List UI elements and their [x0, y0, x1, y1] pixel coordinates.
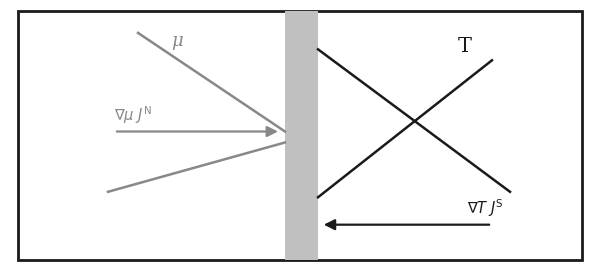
Text: $\nabla\mu\ \mathit{J}^{\mathrm{N}}$: $\nabla\mu\ \mathit{J}^{\mathrm{N}}$: [114, 104, 152, 126]
Text: $\nabla T\ \mathit{J}^{\mathrm{S}}$: $\nabla T\ \mathit{J}^{\mathrm{S}}$: [467, 198, 504, 219]
Text: T: T: [458, 37, 472, 56]
Bar: [285, 11, 318, 260]
Text: μ: μ: [171, 32, 183, 50]
